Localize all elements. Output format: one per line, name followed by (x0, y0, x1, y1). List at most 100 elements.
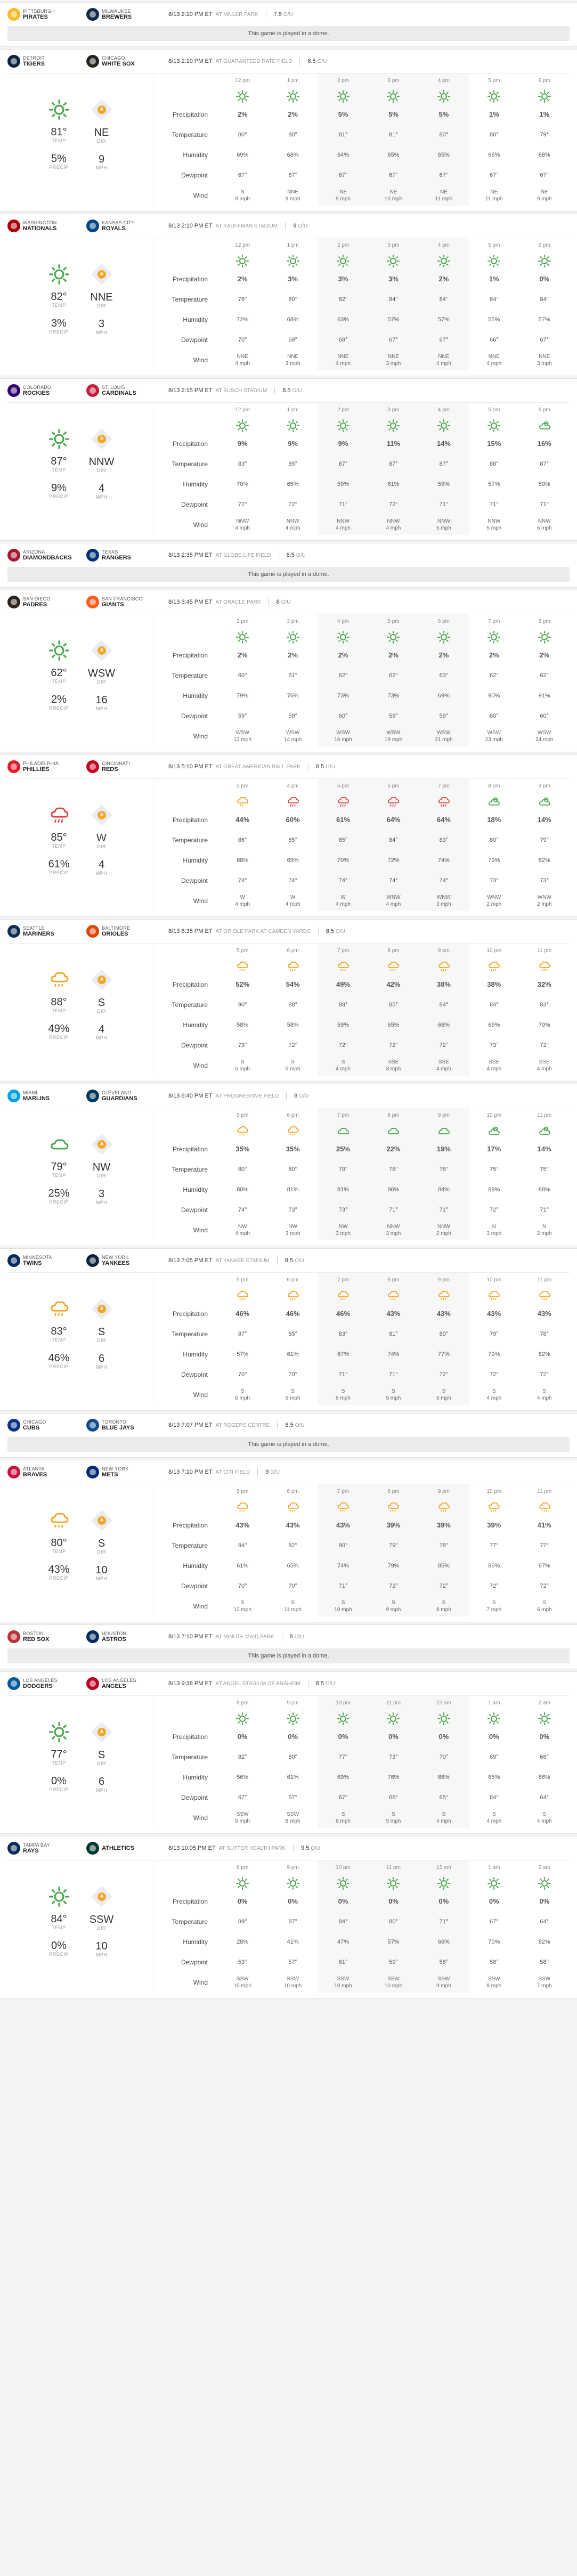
hour-time: 11 pm (537, 1112, 552, 1118)
team-city: CLEVELAND (102, 1090, 132, 1095)
home-team[interactable]: TEXAS RANGERS (86, 549, 165, 562)
row-labels: Precipitation Temperature Humidity Dewpoint… (153, 74, 217, 206)
drizzle-icon (419, 1288, 469, 1304)
away-team[interactable]: COLORADO ROCKIES (7, 384, 86, 397)
team-name: CHICAGO CUBS (23, 1419, 46, 1431)
home-team[interactable]: HOUSTON ASTROS (86, 1630, 165, 1643)
hour-column: 10 pm 17% 75° 89% 72° N 3 mph (469, 1108, 519, 1240)
ou-value: 8 (289, 1634, 293, 1640)
wind-dir: NNW (387, 1224, 400, 1230)
home-team[interactable]: MILWAUKEE BREWERS (86, 8, 165, 21)
ou-value: 8.5 (286, 552, 295, 558)
hour-time: 2 pm (237, 619, 249, 624)
hour-temp: 85° (288, 1331, 297, 1337)
team-nickname: MARLINS (23, 1095, 50, 1102)
home-team[interactable]: ST. LOUIS CARDINALS (86, 384, 165, 397)
divider (274, 387, 275, 394)
hourly-forecast: Precipitation Temperature Humidity Dewpoint… (153, 1273, 570, 1405)
wind-dir: NW (338, 1224, 348, 1230)
temperature-label: Temperature (172, 1542, 208, 1549)
hour-column: 4 pm 2% 62° 73% 60° WSW 16 mph (318, 614, 369, 746)
summary-weather: 81° TEMP 5% PRECIP (38, 100, 80, 180)
hour-dewpoint: 73° (338, 1207, 348, 1213)
ou-value: 8.5 (285, 1257, 294, 1264)
temp-label: TEMP (52, 1008, 66, 1013)
team-city: SAN DIEGO (23, 596, 51, 602)
away-team[interactable]: SEATTLE MARINERS (7, 925, 86, 938)
team-nickname: DODGERS (23, 1683, 53, 1689)
hour-time: 8 pm (387, 1112, 400, 1118)
wind-dir: S (542, 1600, 547, 1606)
wind-dir: SSE (539, 1059, 550, 1065)
away-team[interactable]: SAN DIEGO PADRES (7, 596, 86, 608)
hour-time: 11 pm (537, 948, 552, 954)
away-team[interactable]: ATLANTA BRAVES (7, 1466, 86, 1478)
away-team[interactable]: MIAMI MARLINS (7, 1090, 86, 1102)
wind-dir: S (341, 1388, 345, 1394)
home-team[interactable]: LOS ANGELES ANGELS (86, 1677, 165, 1690)
hour-time: 5 pm (237, 1277, 249, 1283)
away-team[interactable]: LOS ANGELES DODGERS (7, 1677, 86, 1690)
team-nickname: WHITE SOX (102, 61, 135, 67)
hour-dewpoint: 71° (540, 501, 549, 508)
hour-time: 8 pm (488, 783, 500, 789)
precipitation-label: Precipitation (172, 1310, 208, 1318)
wind-direction-icon (91, 1134, 112, 1155)
hour-precip: 43% (386, 1310, 401, 1318)
hour-temp: 79° (540, 132, 549, 138)
hour-wind: WSW 24 mph (519, 726, 570, 746)
team-logo (7, 1254, 20, 1267)
ou-unit: O/U (326, 764, 335, 770)
team-logo (86, 220, 99, 232)
hour-time: 5 pm (488, 78, 500, 84)
hourly-forecast: Precipitation Temperature Humidity Dewpoint… (153, 1696, 570, 1828)
wind-dir: NE (389, 189, 397, 195)
hour-time: 11 pm (386, 1700, 401, 1706)
home-team[interactable]: CINCINNATI REDS (86, 760, 165, 773)
hour-humidity: 79% (488, 857, 500, 864)
home-team[interactable]: CHICAGO WHITE SOX (86, 55, 165, 68)
home-team[interactable]: BALTIMORE ORIOLES (86, 925, 165, 938)
drizzle-icon (368, 958, 418, 974)
away-team[interactable]: TAMPA BAY RAYS (7, 1842, 86, 1855)
team-city: ST. LOUIS (102, 385, 126, 390)
over-under: 8 O/U (290, 1634, 304, 1640)
hour-temp: 83° (439, 837, 449, 843)
wind-speed: 4 mph (235, 361, 250, 367)
home-team[interactable]: ATHLETICS (86, 1842, 165, 1855)
hour-column: 3 pm 11% 87° 61% 72° NNW 4 mph (368, 403, 419, 535)
game-header: PITTSBURGH PIRATES MILWAUKEE BREWERS 8/13 2:… (0, 3, 577, 26)
team-nickname: RANGERS (102, 555, 132, 561)
away-team[interactable]: PHILADELPHIA PHILLIES (7, 760, 86, 773)
hour-wind: NW 4 mph (217, 1220, 267, 1240)
away-team[interactable]: CHICAGO CUBS (7, 1419, 86, 1432)
away-team[interactable]: WASHINGTON NATIONALS (7, 220, 86, 232)
home-team[interactable]: NEW YORK METS (86, 1466, 165, 1478)
hour-column: 5 pm 15% 88° 57% 71° NNW 5 mph (469, 403, 519, 535)
away-team[interactable]: ARIZONA DIAMONDBACKS (7, 549, 86, 562)
hour-wind: NE 9 mph (318, 185, 368, 206)
away-team[interactable]: BOSTON RED SOX (7, 1630, 86, 1643)
hour-temp: 82° (238, 1754, 247, 1760)
hour-precip: 43% (487, 1310, 501, 1318)
hour-time: 9 pm (287, 1865, 299, 1871)
wind-label: Wind (193, 1062, 208, 1069)
hour-humidity: 80% (237, 1187, 249, 1193)
home-team[interactable]: SAN FRANCISCO GIANTS (86, 596, 165, 608)
away-team[interactable]: MINNESOTA TWINS (7, 1254, 86, 1267)
away-team[interactable]: PITTSBURGH PIRATES (7, 8, 86, 21)
home-team[interactable]: TORONTO BLUE JAYS (86, 1419, 165, 1432)
hour-wind: SSE 4 mph (519, 1055, 570, 1076)
home-team[interactable]: KANSAS CITY ROYALS (86, 220, 165, 232)
away-team[interactable]: DETROIT TIGERS (7, 55, 86, 68)
hour-temp: 86° (238, 837, 247, 843)
game-time: 8/13 9:38 PM ET (168, 1680, 213, 1687)
sun-icon (469, 253, 519, 269)
wind-dir: SSW (236, 1811, 249, 1817)
home-team[interactable]: NEW YORK YANKEES (86, 1254, 165, 1267)
home-team[interactable]: CLEVELAND GUARDIANS (86, 1090, 165, 1102)
hour-column: 8 pm 0% 82° 56% 67° SSW 9 mph (217, 1696, 267, 1828)
